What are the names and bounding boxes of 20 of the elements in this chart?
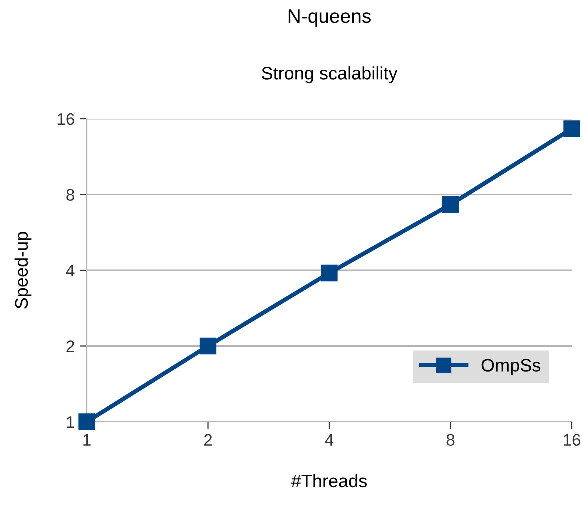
x-tick-label: 4 bbox=[325, 434, 334, 446]
point bbox=[442, 196, 460, 214]
y-tick-label: 1 bbox=[67, 416, 74, 428]
y-tick-label: 8 bbox=[66, 189, 74, 201]
y-tick-label: 2 bbox=[66, 340, 74, 352]
legend-label: OmpSs bbox=[482, 359, 541, 376]
chart-subtitle: Strong scalability bbox=[262, 66, 398, 84]
y-axis-title: Speed-up bbox=[14, 232, 32, 309]
x-tick-label: 1 bbox=[84, 434, 91, 446]
x-tick-label: 8 bbox=[446, 434, 455, 446]
x-tick-label: 2 bbox=[204, 434, 212, 446]
y-tick-label: 4 bbox=[66, 265, 75, 277]
point bbox=[200, 338, 217, 355]
point bbox=[321, 264, 338, 282]
y-tick-label: 16 bbox=[58, 113, 74, 126]
x-axis-title: #Threads bbox=[291, 474, 367, 488]
point bbox=[78, 414, 96, 430]
chart-title: N-queens bbox=[288, 10, 371, 28]
x-tick-label: 16 bbox=[564, 434, 581, 446]
point bbox=[564, 120, 580, 138]
